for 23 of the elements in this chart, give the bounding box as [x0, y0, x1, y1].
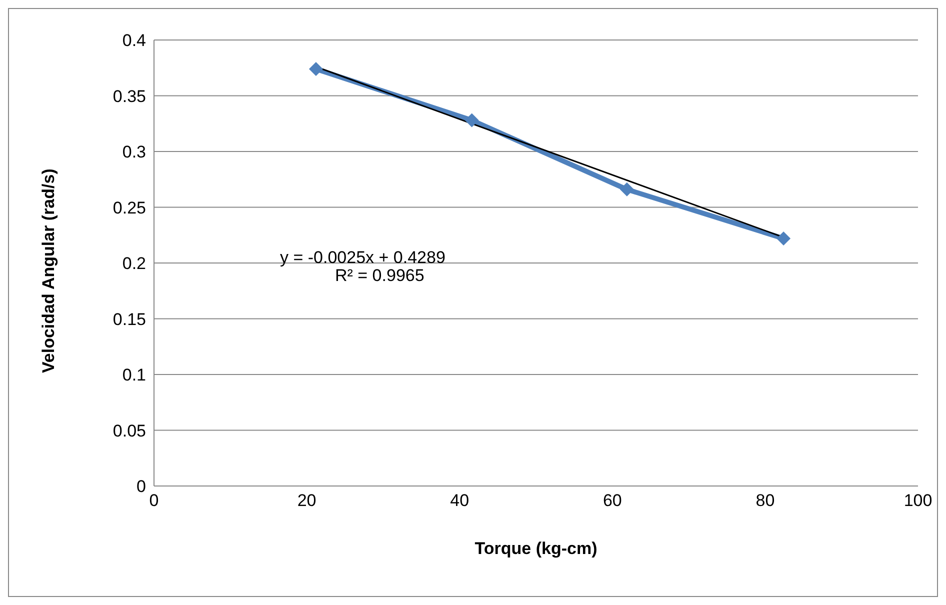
y-tick-label: 0.2	[122, 254, 146, 274]
x-tick-label: 60	[602, 491, 622, 510]
x-tick-label: 100	[904, 491, 932, 510]
x-axis-title: Torque (kg-cm)	[474, 539, 598, 558]
x-tick-label: 40	[450, 491, 470, 510]
point	[308, 62, 323, 76]
x-tick-label: 0	[149, 491, 159, 510]
y-tick-label: 0	[136, 477, 146, 496]
y-tick-label: 0.1	[122, 366, 146, 385]
y-axis-title: Velocidad Angular (rad/s)	[39, 168, 58, 373]
y-tick-label: 0.05	[112, 421, 146, 440]
y-tick-label: 0.35	[112, 86, 146, 106]
point	[464, 113, 479, 128]
y-tick-label: 0.15	[112, 310, 146, 329]
annotation: y = -0.0025x + 0.4289	[280, 248, 446, 268]
x-tick-label: 20	[297, 491, 316, 510]
y-tick-label: 0.25	[112, 198, 146, 218]
y-tick-label: 0.3	[122, 142, 146, 162]
x-tick-label: 80	[756, 491, 775, 510]
point	[620, 182, 634, 196]
annotation: R² = 0.9965	[335, 266, 424, 286]
y-tick-label: 0.4	[122, 31, 146, 50]
point	[776, 231, 791, 246]
